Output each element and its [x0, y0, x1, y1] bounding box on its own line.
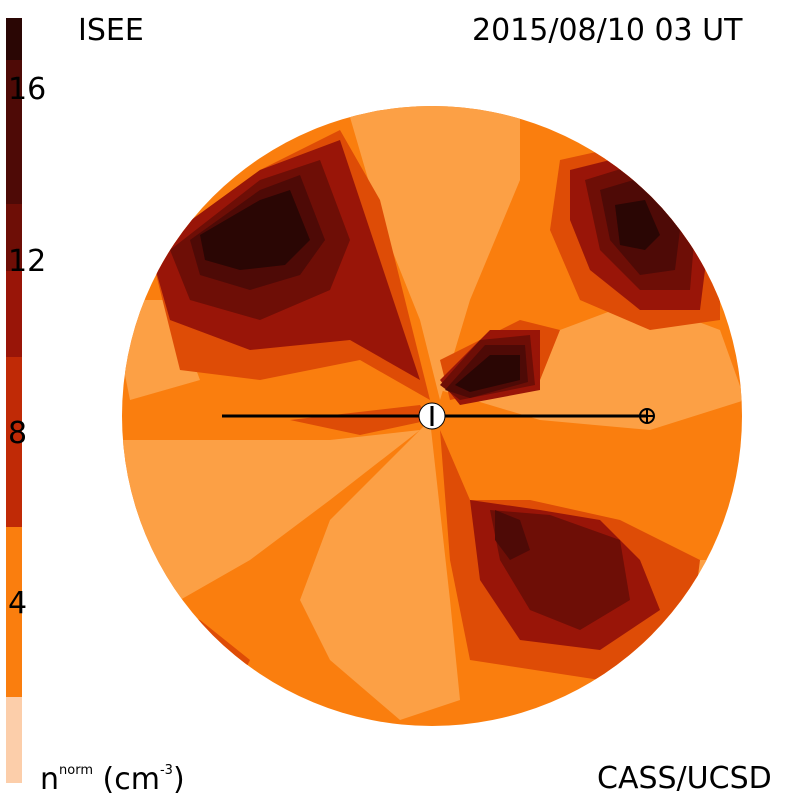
- colorbar-band: [6, 60, 22, 204]
- colorbar-band: [6, 271, 22, 357]
- colorbar-band: [6, 527, 22, 697]
- colorbar-tick-4: 4: [8, 586, 28, 621]
- source-label: ISEE: [78, 13, 144, 48]
- sun-marker: [418, 402, 446, 430]
- colorbar-band: [6, 697, 22, 783]
- colorbar-tick-12: 12: [8, 244, 47, 279]
- density-colorbar: [6, 18, 22, 783]
- colorbar-band: [6, 357, 22, 527]
- colorbar-tick-16: 16: [8, 72, 47, 107]
- colorbar-band: [6, 204, 22, 271]
- colorbar-band: [6, 18, 22, 60]
- timestamp: 2015/08/10 03 UT: [472, 13, 743, 48]
- earth-marker: [639, 408, 655, 424]
- credit-label: CASS/UCSD: [597, 761, 772, 796]
- colorbar-tick-8: 8: [8, 416, 28, 451]
- unit-label: nnorm (cm-3): [40, 762, 185, 797]
